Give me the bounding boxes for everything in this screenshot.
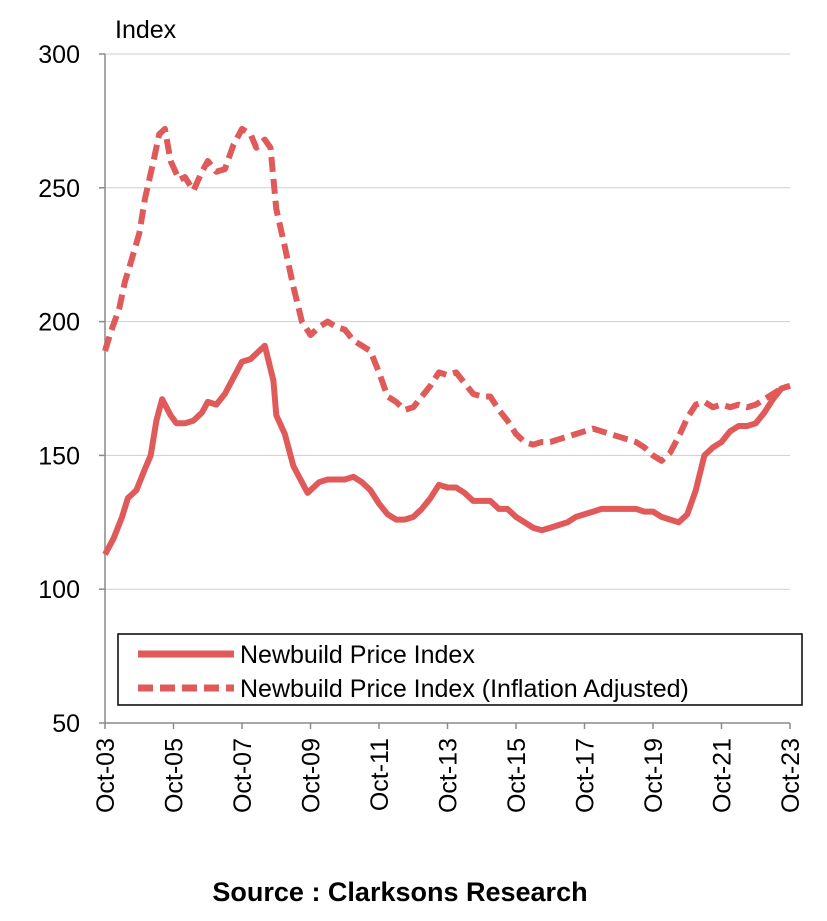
series-line-1: [102, 125, 791, 464]
x-tick-label: Oct-05: [161, 738, 189, 813]
x-tick-label: Oct-15: [503, 738, 531, 813]
y-tick-label: 200: [38, 309, 80, 337]
x-tick-label: Oct-21: [709, 738, 737, 813]
legend: Newbuild Price Index Newbuild Price Inde…: [117, 633, 803, 706]
x-tick-label: Oct-07: [229, 738, 257, 813]
x-tick-label: Oct-09: [298, 738, 326, 813]
y-tick-label: 250: [38, 175, 80, 203]
legend-box: [117, 633, 803, 706]
x-tick-label: Oct-17: [572, 738, 600, 813]
x-tick-labels: Oct-03 Oct-05 Oct-07 Oct-09 Oct-11 Oct-13 Oct-…: [92, 723, 805, 813]
source-note: Source : Clarksons Research: [212, 877, 588, 907]
y-tick-label: 150: [38, 442, 80, 470]
y-tick-labels: 50 100 150 200 250 300: [38, 41, 105, 738]
series-line-0: [102, 342, 791, 556]
x-tick-label: Oct-19: [640, 738, 668, 813]
x-tick-label: Oct-11: [366, 738, 394, 811]
y-tick-label: 50: [52, 710, 80, 738]
legend-label-1: Newbuild Price Index (Inflation Adjusted…: [240, 675, 689, 703]
series-lines: [102, 125, 791, 556]
gridlines: [105, 53, 790, 590]
y-tick-label: 100: [38, 576, 80, 604]
x-tick-label: Oct-13: [435, 738, 463, 813]
x-tick-label: Oct-03: [92, 738, 120, 813]
x-tick-label: Oct-23: [777, 738, 805, 813]
y-axis-label: Index: [115, 16, 177, 44]
legend-label-0: Newbuild Price Index: [240, 641, 475, 669]
y-tick-label: 300: [38, 41, 80, 69]
